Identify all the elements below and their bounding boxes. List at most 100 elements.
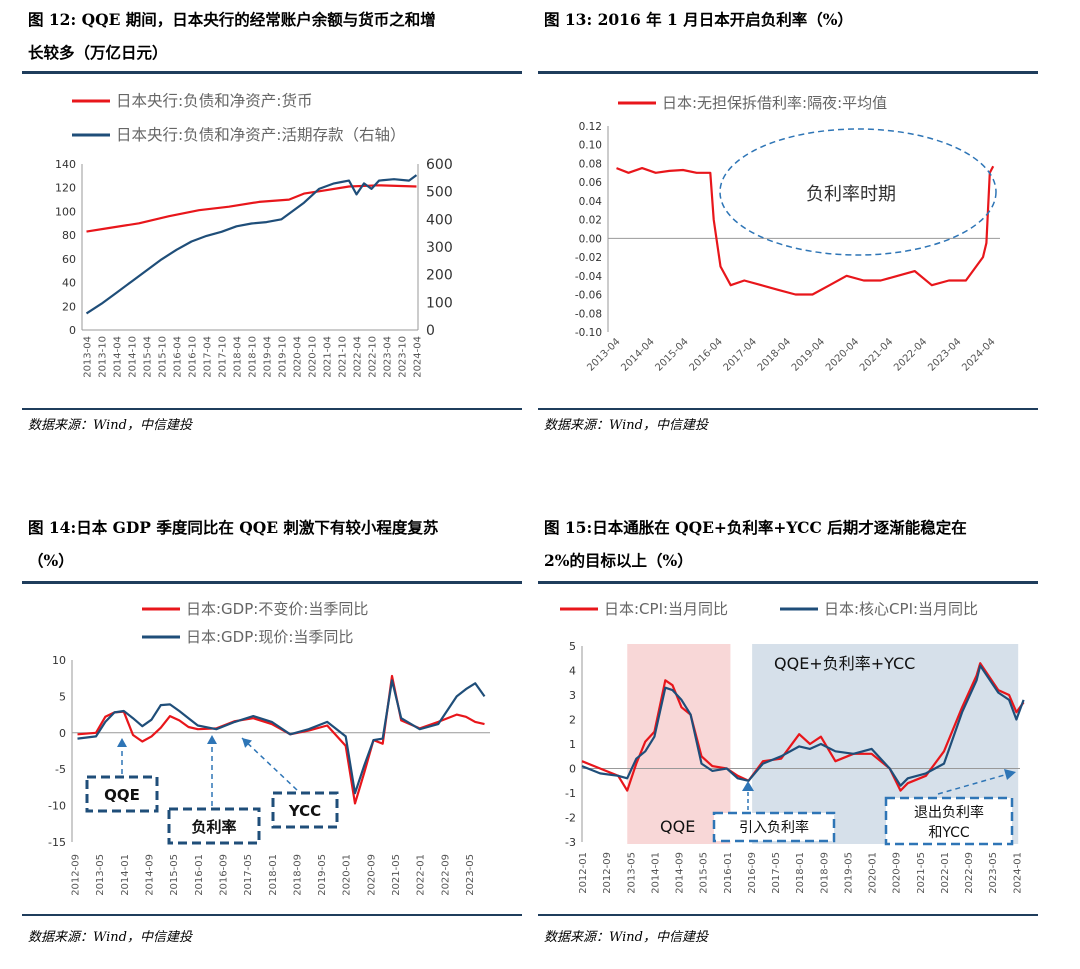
fig12-x-tick-label: 2022-04: [353, 336, 364, 378]
fig15-annotation-qqe-label: QQE: [660, 817, 695, 836]
fig14-x-tick-label: 2014-01: [120, 854, 131, 896]
fig13-x-tick-label: 2023-04: [926, 336, 963, 373]
fig15-y-tick-label: 3: [569, 689, 576, 702]
fig12-x-tick-label: 2019-04: [263, 336, 274, 378]
figure-15-source: 数据来源：Wind，中信建投: [544, 930, 708, 945]
fig15-legend-label-2: 日本:核心CPI:当月同比: [824, 600, 978, 618]
fig15-x-tick-label: 2019-05: [843, 852, 854, 894]
fig15-x-tick-label: 2017-05: [771, 852, 782, 894]
fig15-x-tick-label: 2023-05: [988, 852, 999, 894]
figure-13-chart: 0.12 0.10 0.08 0.06 0.04 0.02 0.00 -0.02 -0.04 -0…: [575, 94, 1000, 374]
fig15-x-tick-label: 2012-09: [602, 852, 613, 894]
fig12-x-tick-label: 2013-10: [98, 336, 109, 378]
fig14-annotation-label-2: 负利率: [191, 818, 236, 836]
figure-13-panel: 图 13: 2016 年 1 月日本开启负利率（%） 0.12 0.10 0.08 0…: [538, 0, 1038, 460]
fig15-x-tick-label: 2018-01: [795, 852, 806, 894]
fig15-x-tick-label: 2014-01: [650, 852, 661, 894]
fig12-y-tick-label: 140: [55, 158, 76, 171]
fig12-legend-label-2: 日本央行:负债和净资产:活期存款（右轴）: [116, 126, 405, 144]
fig15-y-tick-label: 2: [569, 714, 576, 727]
fig12-x-tick-label: 2023-04: [383, 336, 394, 378]
fig13-annotation-label: 负利率时期: [806, 184, 896, 205]
fig12-x-tick-label: 2018-10: [248, 336, 259, 378]
fig12-x-tick-label: 2013-04: [83, 336, 94, 378]
fig15-x-tick-label: 2024-01: [1012, 852, 1023, 894]
figure-14-chart: 10 5 0 -5 -10 -15 2012-09 2013-05 2014-01 2014-09…: [48, 600, 490, 896]
fig12-legend-label-1: 日本央行:负债和净资产:货币: [116, 92, 312, 110]
fig14-annotation-arrowhead-1: [117, 738, 127, 747]
fig15-annotation-policy-label: QQE+负利率+YCC: [774, 654, 915, 673]
fig12-x-tick-label: 2019-10: [278, 336, 289, 378]
fig15-annotation-exit-label-1: 退出负利率: [914, 804, 984, 821]
fig13-x-tick-label: 2017-04: [722, 336, 759, 373]
fig13-y-tick-label: -0.06: [575, 290, 602, 302]
fig12-x-tick-label: 2022-10: [368, 336, 379, 378]
fig14-x-tick-label: 2020-09: [366, 854, 377, 896]
fig13-x-tick-label: 2016-04: [688, 336, 725, 373]
fig12-x-tick-label: 2024-04: [413, 336, 424, 378]
fig15-x-tick-label: 2015-05: [699, 852, 710, 894]
fig14-y-tick-label: 0: [59, 727, 66, 740]
figure-12-bottom-rule: [22, 408, 522, 410]
fig15-x-tick-label: 2013-05: [626, 852, 637, 894]
fig12-x-tick-label: 2023-10: [398, 336, 409, 378]
fig12-series-line-2: [85, 174, 418, 315]
fig15-y-tick-label: 4: [569, 665, 576, 678]
fig12-y-tick-label: 80: [62, 229, 76, 242]
figure-14-source: 数据来源：Wind，中信建投: [28, 930, 192, 945]
fig14-y-tick-label: 10: [52, 654, 66, 667]
fig14-y-tick-label: -10: [48, 800, 66, 813]
figure-15-bottom-rule: [538, 914, 1038, 916]
fig14-x-tick-label: 2022-01: [416, 854, 427, 896]
fig12-y-right-tick-label: 0: [426, 323, 435, 339]
fig12-y-tick-label: 100: [55, 205, 76, 218]
fig13-y-tick-label: 0.02: [579, 215, 602, 227]
fig12-y-right-tick-label: 300: [426, 240, 453, 256]
figure-13-bottom-rule: [538, 408, 1038, 410]
fig12-y-right-tick-label: 500: [426, 185, 453, 201]
fig12-y-right-tick-label: 400: [426, 212, 453, 228]
fig15-annotation-negative-rate-label: 引入负利率: [739, 819, 809, 836]
fig12-y-tick-label: 40: [62, 277, 76, 290]
fig14-series-line-1: [77, 674, 485, 805]
fig14-x-tick-label: 2019-05: [317, 854, 328, 896]
fig15-annotation-box-exit: [884, 796, 1014, 846]
fig15-x-tick-label: 2014-09: [675, 852, 686, 894]
figure-14-top-rule: [22, 581, 522, 584]
fig15-annotation-arrow-exit: [937, 773, 1009, 795]
figure-13-top-rule: [538, 71, 1038, 74]
fig14-x-tick-label: 2015-05: [169, 854, 180, 896]
figure-12-title: 图 12: QQE 期间，日本央行的经常账户余额与货币之和增 长较多（万亿日元）: [28, 3, 520, 69]
fig15-annotation-arrowhead-exit: [1004, 769, 1016, 780]
fig15-legend-label-1: 日本:CPI:当月同比: [604, 600, 728, 618]
fig13-y-tick-label: 0.10: [579, 140, 602, 152]
figure-13-title: 图 13: 2016 年 1 月日本开启负利率（%）: [544, 3, 1036, 36]
fig12-x-tick-label: 2020-10: [308, 336, 319, 378]
fig14-legend-label-2: 日本:GDP:现价:当季同比: [186, 628, 353, 646]
figure-15-panel: 图 15:日本通胀在 QQE+负利率+YCC 后期才逐渐能稳定在 2%的目标以上…: [538, 508, 1038, 968]
fig13-legend-label-1: 日本:无担保拆借利率:隔夜:平均值: [662, 94, 887, 112]
fig13-y-tick-label: -0.08: [575, 308, 602, 320]
fig13-x-tick-label: 2020-04: [824, 336, 861, 373]
figure-14-title: 图 14:日本 GDP 季度同比在 QQE 刺激下有较小程度复苏 （%）: [28, 511, 520, 577]
figure-14-panel: 图 14:日本 GDP 季度同比在 QQE 刺激下有较小程度复苏 （%） 10 5…: [22, 508, 522, 968]
fig12-x-tick-label: 2017-10: [218, 336, 229, 378]
fig13-y-tick-label: -0.04: [575, 271, 602, 283]
fig12-y-right-tick-label: 100: [426, 295, 453, 311]
fig14-x-tick-label: 2018-01: [268, 854, 279, 896]
fig14-x-tick-label: 2022-09: [440, 854, 451, 896]
fig14-x-tick-label: 2018-09: [292, 854, 303, 896]
fig14-annotation-box-2: [167, 807, 261, 845]
fig12-y-tick-label: 20: [62, 300, 76, 313]
fig12-x-tick-label: 2014-10: [128, 336, 139, 378]
fig12-y-right-tick-label: 600: [426, 157, 453, 173]
fig15-annotation-exit-label-2: 和YCC: [928, 825, 970, 841]
figure-12-panel: 图 12: QQE 期间，日本央行的经常账户余额与货币之和增 长较多（万亿日元）…: [22, 0, 522, 460]
fig13-y-tick-label: 0.06: [579, 177, 603, 189]
figure-14-title-line2: （%）: [28, 551, 74, 570]
fig15-y-tick-label: -2: [565, 812, 576, 825]
fig14-legend-label-1: 日本:GDP:不变价:当季同比: [186, 600, 368, 618]
fig15-x-tick-label: 2016-01: [723, 852, 734, 894]
fig15-y-tick-label: -3: [565, 836, 576, 849]
